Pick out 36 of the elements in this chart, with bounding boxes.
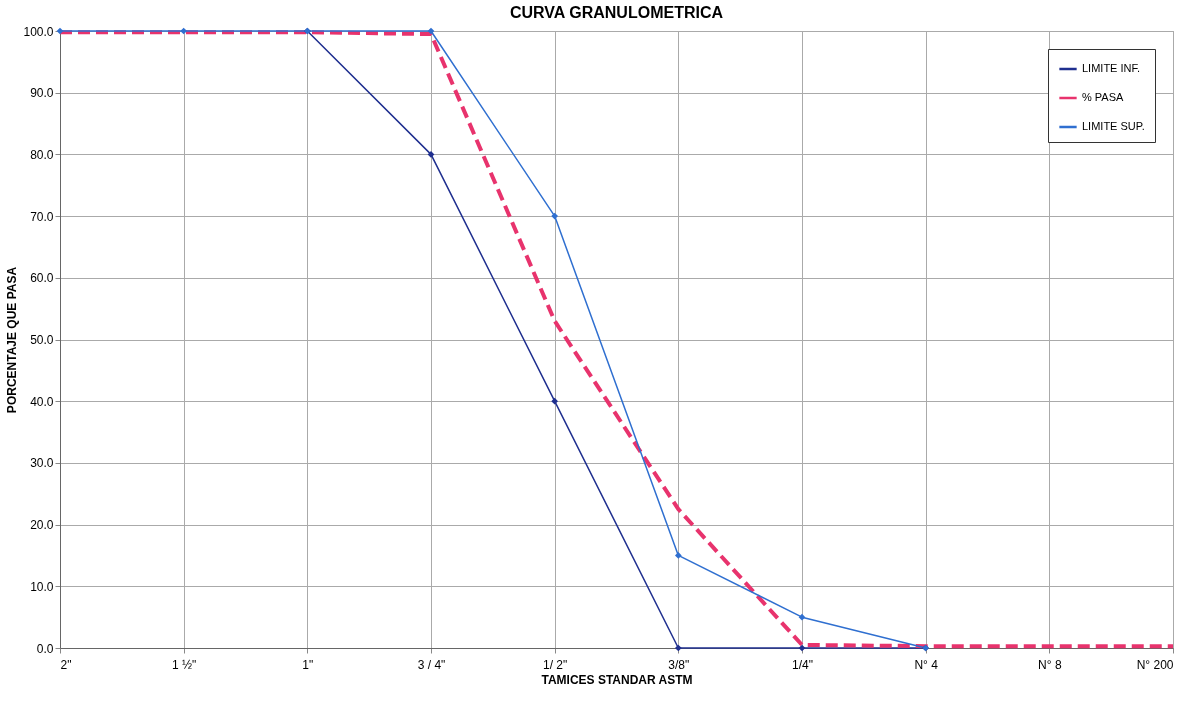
x-tick-label: 1 ½" [172, 657, 197, 672]
x-axis-title: TAMICES STANDAR ASTM [541, 672, 693, 687]
x-tick-label: N° 200 [1136, 657, 1174, 672]
y-tick-label: 10.0 [30, 579, 54, 594]
x-tick-label: 2" [60, 657, 72, 672]
x-tick-label: 1/ 2" [543, 657, 568, 672]
y-tick-label: 60.0 [30, 271, 54, 286]
point [56, 27, 64, 35]
y-axis-title: PORCENTAJE QUE PASA [5, 266, 20, 414]
x-tick-label: 3/8" [668, 657, 690, 672]
y-tick-label: 80.0 [30, 147, 54, 162]
x-tick-label: N° 8 [1038, 657, 1062, 672]
point [551, 397, 559, 405]
point [798, 613, 806, 621]
y-tick-label: 100.0 [23, 24, 54, 39]
point [674, 644, 682, 652]
point [674, 552, 682, 559]
x-tick-label: 1" [302, 657, 314, 672]
x-tick-label: 1/4" [792, 657, 813, 672]
x-tick-label: N° 4 [914, 657, 939, 672]
legend-label: LIMITE SUP. [1082, 120, 1145, 132]
y-tick-label: 70.0 [30, 209, 54, 224]
y-tick-label: 0.0 [36, 641, 54, 656]
legend-label: % PASA [1082, 91, 1125, 103]
chart-title: CURVA GRANULOMETRICA [509, 4, 724, 21]
y-tick-label: 90.0 [30, 86, 54, 101]
y-tick-label: 40.0 [30, 394, 54, 409]
y-tick-label: 30.0 [30, 456, 54, 471]
x-tick-label: 3 / 4" [417, 657, 446, 672]
point [798, 644, 806, 652]
legend-label: LIMITE INF. [1082, 62, 1141, 74]
y-tick-label: 20.0 [30, 518, 54, 533]
point [551, 212, 559, 220]
y-tick-label: 50.0 [30, 333, 54, 347]
point [180, 27, 188, 35]
point [427, 27, 435, 35]
